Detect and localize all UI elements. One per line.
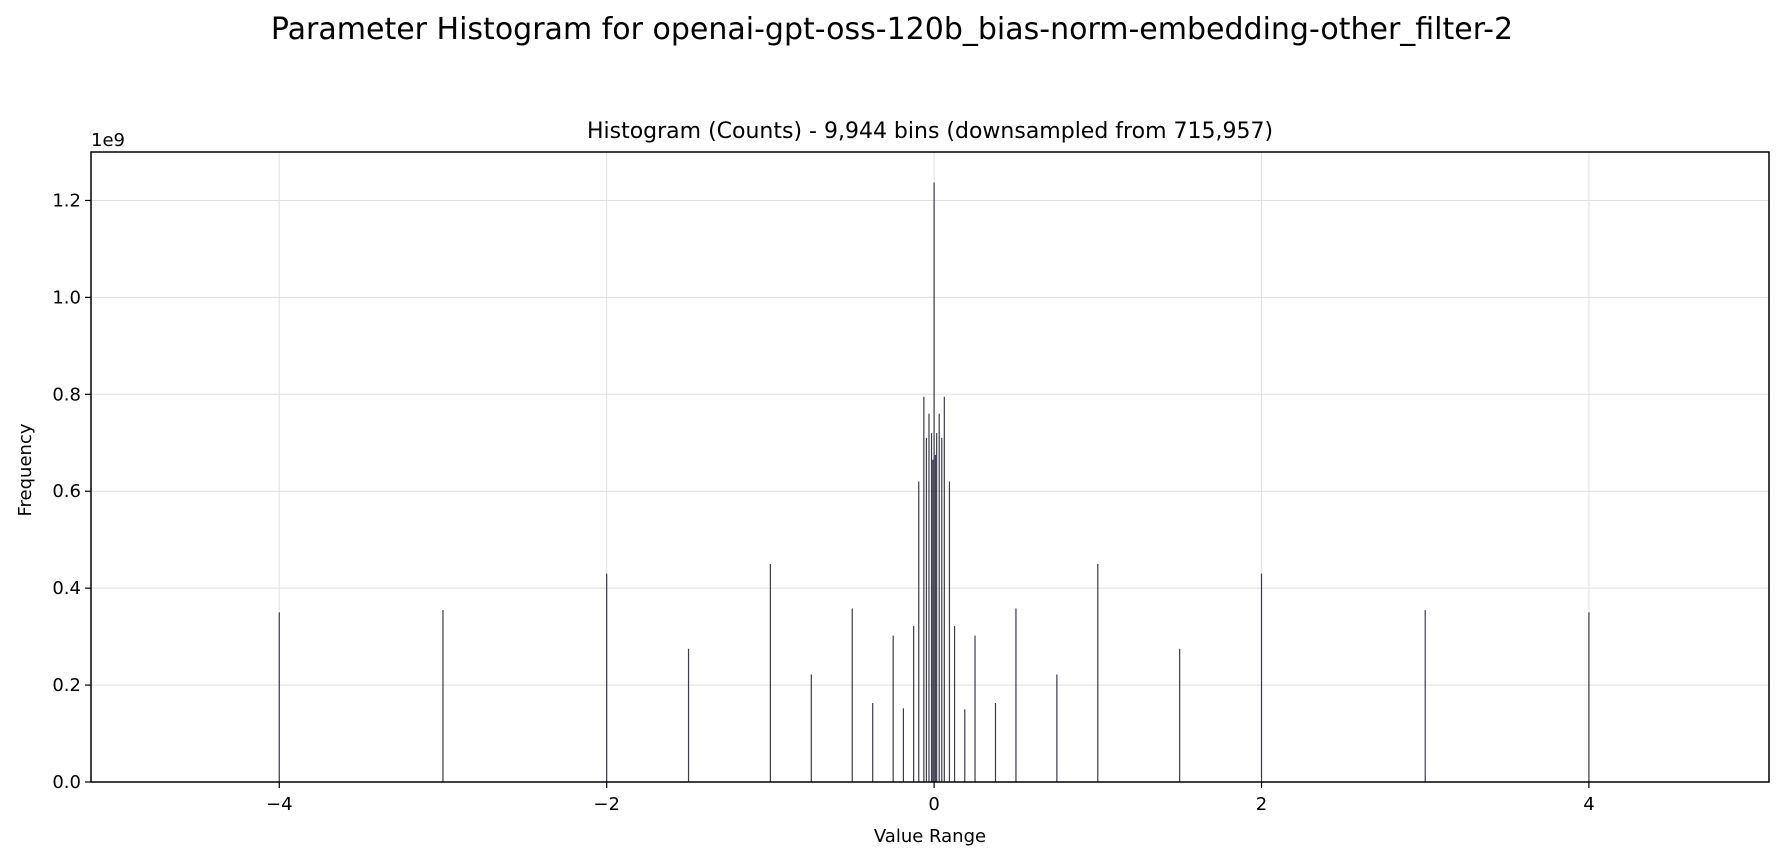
figure-suptitle: Parameter Histogram for openai-gpt-oss-1… (270, 12, 1514, 47)
histogram-bar (1056, 674, 1058, 782)
histogram-bar (606, 573, 608, 782)
histogram-bar (1179, 648, 1181, 782)
histogram-bar (1260, 573, 1263, 782)
histogram-bar (933, 182, 935, 782)
histogram-bar (974, 635, 976, 782)
y-tick-label: 0.2 (52, 675, 81, 696)
histogram-bar (810, 674, 812, 782)
histogram-bar (930, 433, 933, 782)
histogram-bar (278, 612, 280, 782)
histogram-bar (892, 635, 894, 782)
y-tick-label: 0.0 (52, 772, 81, 793)
histogram-bar (948, 481, 951, 782)
histogram-bar (913, 625, 915, 782)
histogram-bar (1588, 612, 1590, 782)
bars-layer (278, 182, 1590, 782)
ticks-layer: 0.0 0.2 0.4 0.6 0.8 1.0 1.2 −4 −2 0 2 4 (52, 190, 1594, 815)
histogram-bar (1015, 608, 1017, 782)
x-tick-label: 2 (1256, 794, 1267, 815)
histogram-bar (928, 413, 930, 782)
histogram-bar (941, 437, 943, 782)
histogram-bar (442, 609, 444, 782)
histogram-bar (1097, 563, 1099, 782)
histogram-bar (923, 396, 925, 782)
histogram-bar (1424, 609, 1426, 782)
x-tick-label: −2 (593, 794, 620, 815)
y-axis-scale-label: 1e9 (91, 130, 125, 151)
histogram-bar (994, 703, 997, 782)
x-tick-label: 4 (1583, 794, 1594, 815)
y-tick-label: 1.0 (52, 287, 81, 308)
y-axis-label: Frequency (15, 423, 36, 516)
histogram-bar (769, 563, 771, 782)
y-tick-label: 1.2 (52, 190, 81, 211)
histogram-bar (932, 459, 934, 782)
histogram-bar (943, 396, 945, 782)
histogram-bar (687, 648, 690, 782)
plot-frame (90, 151, 1770, 783)
x-tick-label: 0 (928, 794, 939, 815)
histogram-bar (964, 709, 966, 782)
histogram-bar (872, 703, 874, 782)
histogram-bar (936, 433, 938, 782)
histogram-bar (934, 454, 936, 782)
x-axis-label: Value Range (874, 826, 986, 847)
chart-title: Histogram (Counts) - 9,944 bins (downsam… (587, 119, 1273, 144)
histogram-bar (851, 608, 853, 782)
histogram-bar (902, 708, 904, 782)
y-tick-label: 0.6 (52, 481, 81, 502)
y-tick-label: 0.8 (52, 384, 81, 405)
histogram-bar (925, 437, 928, 782)
grid-layer (91, 152, 1769, 783)
x-tick-label: −4 (266, 794, 293, 815)
histogram-bar (938, 413, 940, 782)
y-tick-label: 0.4 (52, 578, 81, 599)
histogram-bar (918, 481, 920, 782)
histogram-bar (953, 625, 956, 782)
